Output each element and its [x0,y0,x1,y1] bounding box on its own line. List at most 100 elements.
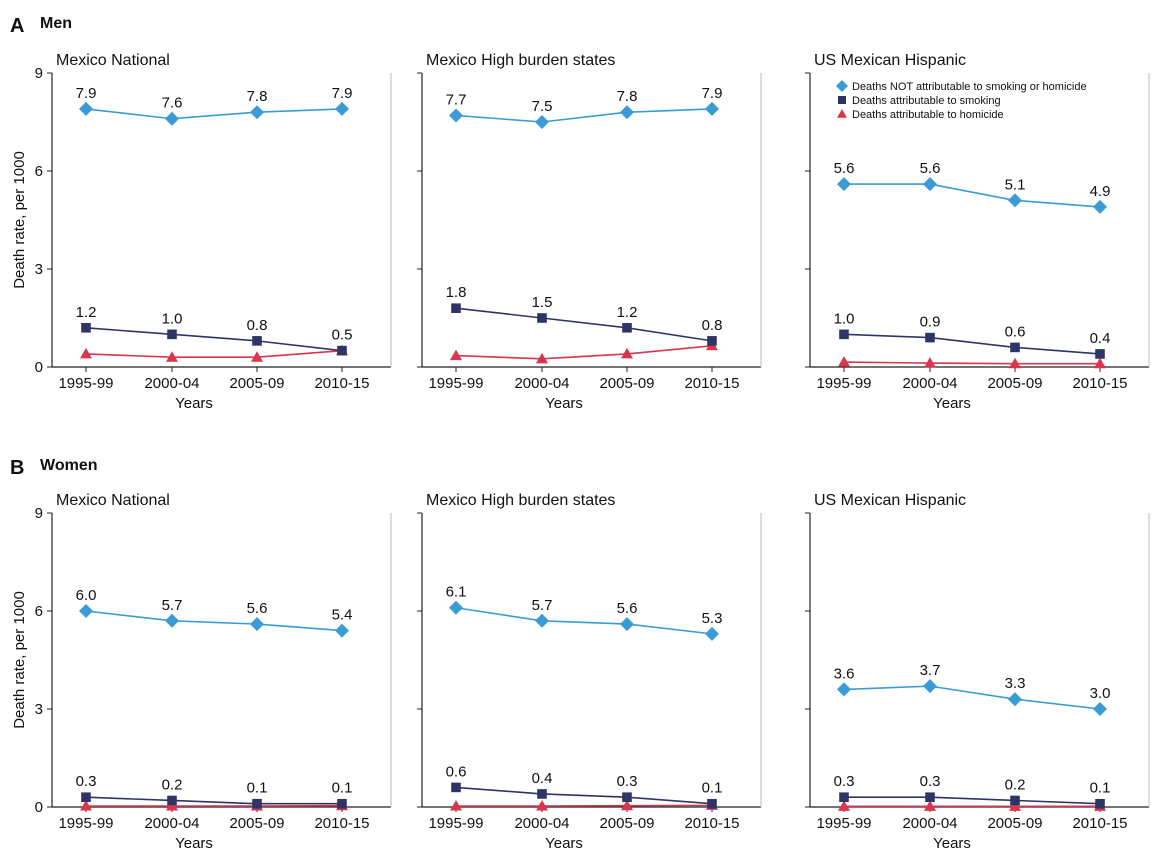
series-line-triangle [456,805,712,806]
data-point-square [925,792,935,802]
data-point-diamond [705,102,719,116]
x-tick-label: 2000-04 [902,375,957,392]
data-label: 5.4 [332,607,353,624]
x-tick-label: 1995-99 [428,375,483,392]
data-label: 3.7 [920,662,941,679]
series-line-diamond [456,109,712,122]
section-b-letter: B [10,457,24,479]
series-line-diamond [86,611,342,631]
legend-label: Deaths attributable to smoking [852,95,1001,107]
data-point-square [839,792,849,802]
data-point-square [167,330,177,340]
data-label: 7.8 [617,88,638,105]
data-point-diamond [1093,702,1107,716]
data-point-diamond [535,115,549,129]
series-line-square [456,787,712,803]
data-label: 7.7 [446,91,467,108]
data-point-diamond [923,177,937,191]
data-label: 3.0 [1090,685,1111,702]
data-point-square [537,313,547,323]
x-tick-label: 1995-99 [58,815,113,832]
data-label: 1.5 [532,294,553,311]
data-point-diamond [620,617,634,631]
data-label: 5.6 [834,160,855,177]
data-label: 0.5 [332,327,353,344]
legend: Deaths NOT attributable to smoking or ho… [836,80,1087,121]
series-line-triangle [844,362,1100,364]
x-tick-label: 2000-04 [514,375,569,392]
x-tick-label: 2000-04 [902,815,957,832]
data-point-diamond [923,679,937,693]
data-point-diamond [449,601,463,615]
data-point-diamond [705,627,719,641]
series-line-diamond [844,686,1100,709]
y-axis-label: Death rate, per 1000 [11,151,28,289]
data-point-diamond [1008,193,1022,207]
x-tick-label: 2000-04 [514,815,569,832]
x-tick-label: 1995-99 [816,815,871,832]
data-point-square [337,799,347,809]
data-label: 3.6 [834,665,855,682]
series-line-diamond [86,109,342,119]
data-label: 0.2 [1005,776,1026,793]
data-point-diamond [620,105,634,119]
legend-label: Deaths NOT attributable to smoking or ho… [852,81,1087,93]
data-label: 0.9 [920,314,941,331]
legend-marker-diamond [836,80,848,92]
panel-title: Mexico High burden states [426,492,615,509]
y-tick-label: 6 [35,603,43,620]
series-line-square [844,797,1100,804]
data-point-diamond [250,105,264,119]
data-label: 0.8 [247,317,268,334]
data-label: 0.3 [834,773,855,790]
x-axis-label: Years [545,835,583,852]
data-point-square [622,323,632,333]
x-axis-label: Years [933,835,971,852]
x-tick-label: 2005-09 [599,815,654,832]
data-label: 7.8 [247,88,268,105]
x-axis-label: Years [175,835,213,852]
series-line-triangle [86,351,342,358]
series-line-diamond [456,608,712,634]
data-label: 5.6 [247,600,268,617]
data-label: 5.1 [1005,176,1026,193]
data-label: 1.2 [76,304,97,321]
data-point-square [337,346,347,356]
data-point-diamond [165,112,179,126]
x-tick-label: 1995-99 [58,375,113,392]
data-label: 5.7 [162,597,183,614]
data-point-diamond [449,108,463,122]
data-label: 0.6 [1005,323,1026,340]
data-label: 0.3 [920,773,941,790]
data-point-diamond [79,604,93,618]
data-point-diamond [335,624,349,638]
series-line-square [86,328,342,351]
data-label: 0.3 [76,773,97,790]
data-label: 7.6 [162,95,183,112]
data-label: 7.5 [532,98,553,115]
x-tick-label: 2010-15 [1072,815,1127,832]
data-label: 3.3 [1005,675,1026,692]
panel-title: Mexico National [56,492,170,509]
data-label: 0.3 [617,773,638,790]
data-point-square [1010,796,1020,806]
x-tick-label: 1995-99 [428,815,483,832]
data-point-diamond [250,617,264,631]
data-point-diamond [837,177,851,191]
data-point-diamond [165,614,179,628]
series-line-square [844,334,1100,354]
x-tick-label: 2010-15 [1072,375,1127,392]
data-label: 0.2 [162,776,183,793]
y-tick-label: 9 [35,505,43,522]
data-point-diamond [79,102,93,116]
x-tick-label: 2005-09 [229,375,284,392]
y-tick-label: 0 [35,359,43,376]
x-axis-label: Years [933,395,971,412]
data-label: 7.9 [702,85,723,102]
legend-marker-square [838,96,846,104]
x-tick-label: 2010-15 [314,375,369,392]
data-label: 1.0 [162,310,183,327]
data-label: 6.1 [446,584,467,601]
